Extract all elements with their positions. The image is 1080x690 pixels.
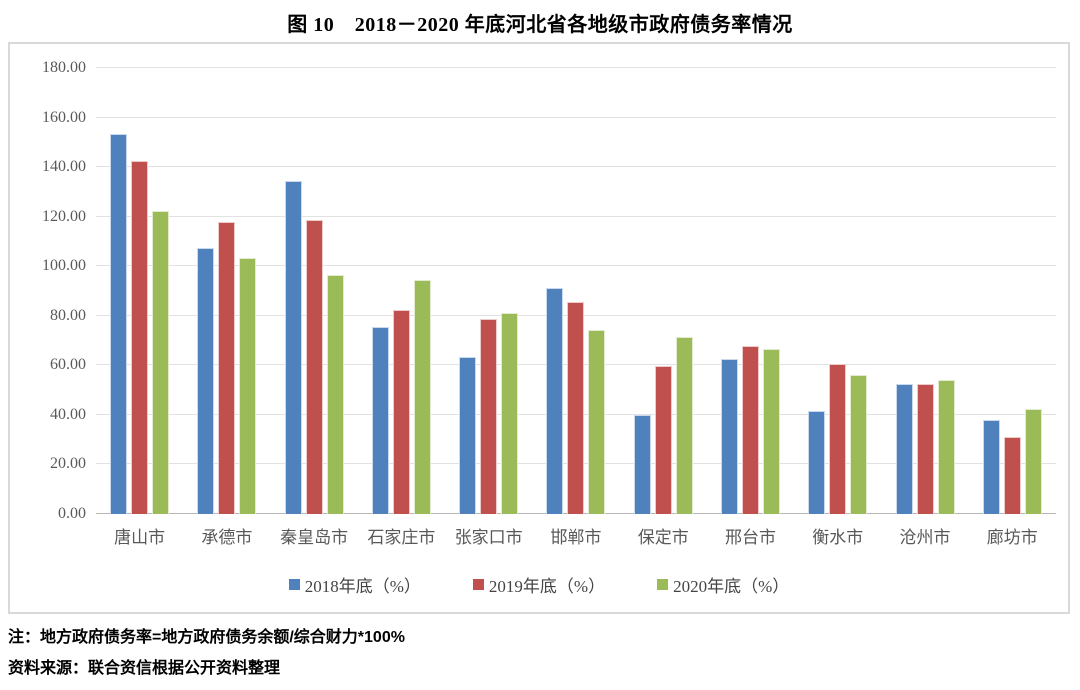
bar-group-3 — [271, 68, 358, 514]
bar-series1-衡水市 — [808, 411, 826, 514]
bar-series3-秦皇岛市 — [326, 274, 344, 514]
bar-group-7 — [620, 68, 707, 514]
bar-series2-秦皇岛市 — [305, 219, 323, 514]
bar-group-1 — [96, 68, 183, 514]
bar-series1-邢台市 — [720, 358, 738, 514]
plot-area — [96, 67, 1056, 514]
bar-series2-邯郸市 — [567, 302, 585, 514]
x-label-唐山市: 唐山市 — [114, 528, 166, 547]
x-label-沧州市: 沧州市 — [899, 528, 951, 547]
bar-series1-石家庄市 — [371, 327, 389, 514]
bar-series3-沧州市 — [937, 380, 955, 514]
y-tick-label-160: 160.00 — [42, 108, 86, 126]
legend-label: 2020年底（%） — [673, 577, 790, 596]
bar-group-5 — [445, 68, 532, 514]
bar-series3-保定市 — [675, 337, 693, 514]
bar-series2-张家口市 — [480, 319, 498, 514]
bar-series3-唐山市 — [152, 210, 170, 514]
bar-group-9 — [794, 68, 881, 514]
bar-series1-沧州市 — [895, 383, 913, 514]
legend-swatch-icon — [288, 579, 300, 590]
bar-series2-石家庄市 — [392, 309, 410, 514]
gridline-100 — [96, 265, 1056, 267]
bar-group-2 — [183, 68, 270, 514]
legend-label: 2019年底（%） — [488, 577, 606, 596]
y-tick-label-120: 120.00 — [42, 207, 86, 225]
gridline-140 — [96, 166, 1056, 168]
y-tick-label-80: 80.00 — [50, 306, 86, 324]
bar-group-8 — [707, 68, 794, 514]
y-tick-label-180: 180.00 — [42, 59, 86, 76]
bar-series2-承德市 — [218, 221, 236, 514]
y-tick-label-100: 100.00 — [42, 257, 86, 275]
bar-series3-张家口市 — [501, 313, 519, 514]
y-tick-label-20: 20.00 — [50, 455, 86, 473]
bar-group-10 — [881, 68, 968, 514]
x-label-保定市: 保定市 — [637, 528, 689, 547]
bar-series2-唐山市 — [131, 161, 149, 514]
bar-series1-唐山市 — [110, 134, 128, 514]
bar-series2-衡水市 — [829, 364, 847, 514]
bar-group-6 — [532, 68, 619, 514]
legend-swatch-icon — [472, 579, 484, 590]
legend: 2018年底（%） 2019年底（%） 2020年底（%） — [10, 572, 1068, 597]
bar-series3-衡水市 — [850, 375, 868, 514]
x-label-张家口市: 张家口市 — [454, 528, 523, 547]
bar-series1-保定市 — [633, 414, 651, 514]
x-axis-labels: 唐山市 承德市 秦皇岛市 石家庄市 张家口市 邯郸市 保定市 邢台市 衡水市 沧州市 廊坊市 — [96, 514, 1056, 548]
chart-frame: 0.00 20.00 40.00 60.00 80.00 100.00 120.00 140.… — [8, 42, 1070, 614]
legend-item-3: 2020年底（%） — [657, 572, 789, 597]
bars-layer — [96, 68, 1056, 514]
bar-series1-秦皇岛市 — [284, 181, 302, 514]
x-label-石家庄市: 石家庄市 — [367, 528, 436, 547]
y-tick-label-0: 0.00 — [58, 505, 86, 522]
bar-series1-张家口市 — [459, 357, 477, 514]
y-tick-label-40: 40.00 — [50, 405, 86, 423]
bar-series3-邯郸市 — [588, 330, 606, 514]
bar-series1-邯郸市 — [546, 287, 564, 514]
bar-series2-保定市 — [654, 365, 672, 514]
footer-notes: 注：地方政府债务率=地方政府债务余额/综合财力*100% 资料来源：联合资信根据… — [8, 622, 405, 684]
bar-series3-承德市 — [239, 257, 257, 514]
bar-series2-廊坊市 — [1003, 437, 1021, 514]
bar-series1-承德市 — [197, 247, 215, 514]
gridline-160 — [96, 116, 1056, 118]
gridline-180 — [96, 67, 1056, 68]
chart-body: 0.00 20.00 40.00 60.00 80.00 100.00 120.00 140.… — [10, 59, 1068, 522]
legend-item-2: 2019年底（%） — [472, 572, 606, 597]
x-label-承德市: 承德市 — [201, 528, 253, 547]
bar-series2-沧州市 — [916, 383, 934, 514]
chart-title: 图 10 2018－2020 年底河北省各地级市政府债务率情况 — [287, 14, 793, 36]
legend-label: 2018年底（%） — [304, 577, 421, 596]
legend-item-1: 2018年底（%） — [288, 572, 421, 597]
x-label-秦皇岛市: 秦皇岛市 — [280, 528, 349, 547]
source-line: 资料来源：联合资信根据公开资料整理 — [8, 660, 281, 678]
x-label-邢台市: 邢台市 — [724, 528, 776, 547]
bar-series1-廊坊市 — [982, 419, 1000, 514]
bar-group-4 — [358, 68, 445, 514]
bar-series3-邢台市 — [762, 348, 780, 514]
bar-series2-邢台市 — [741, 345, 759, 514]
bar-series3-廊坊市 — [1024, 408, 1042, 514]
legend-swatch-icon — [657, 579, 669, 590]
bar-group-11 — [969, 68, 1056, 514]
bar-series3-石家庄市 — [413, 280, 431, 514]
x-label-衡水市: 衡水市 — [812, 528, 864, 547]
x-label-邯郸市: 邯郸市 — [550, 528, 602, 547]
gridline-120 — [96, 215, 1056, 217]
y-tick-label-140: 140.00 — [42, 158, 86, 176]
note-line: 注：地方政府债务率=地方政府债务余额/综合财力*100% — [8, 629, 405, 646]
y-axis: 0.00 20.00 40.00 60.00 80.00 100.00 120.00 140.… — [10, 59, 96, 522]
x-label-廊坊市: 廊坊市 — [986, 528, 1038, 547]
y-tick-label-60: 60.00 — [50, 356, 86, 374]
